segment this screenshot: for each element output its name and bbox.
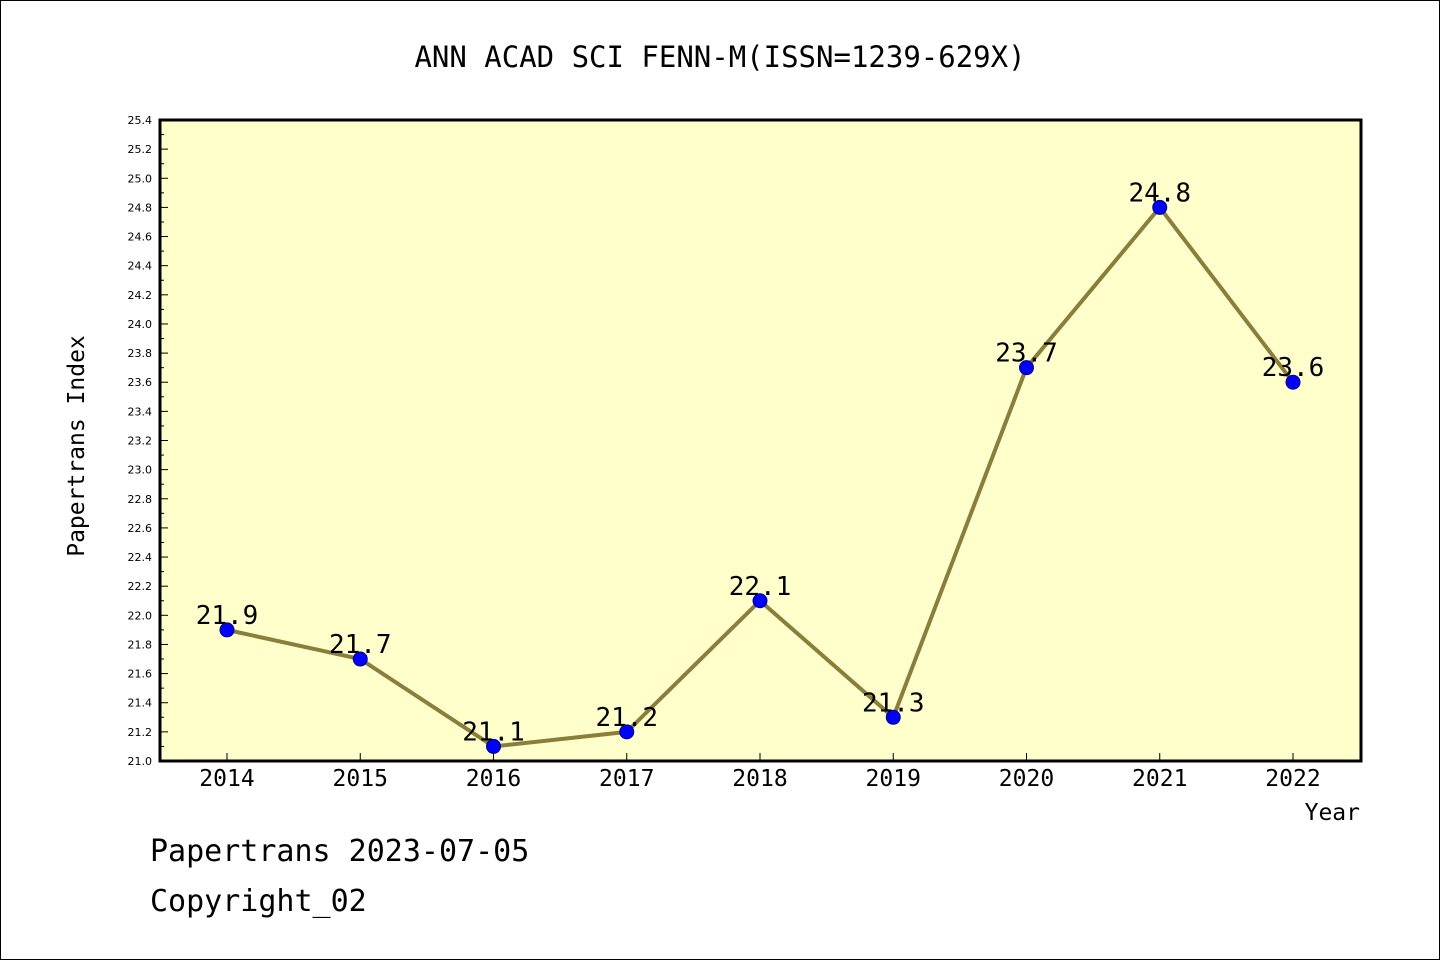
x-axis: 2014 2015 2016 2017 2018 2019 2020 2021 2022 xyxy=(199,753,1321,792)
y-axis: 21.0 21.2 21.4 21.6 21.8 22.0 22.2 22.4 22.6 22.8… xyxy=(128,114,168,768)
chart-title: ANN ACAD SCI FENN-M(ISSN=1239-629X) xyxy=(414,40,1025,74)
x-tick-label: 2019 xyxy=(866,766,921,792)
y-tick-label: 25.0 xyxy=(128,172,153,185)
y-tick-label: 24.8 xyxy=(128,201,153,214)
y-tick-label: 22.0 xyxy=(128,609,153,622)
y-tick-label: 24.6 xyxy=(128,231,153,244)
data-point xyxy=(219,622,235,638)
x-tick-label: 2021 xyxy=(1132,766,1187,792)
data-label: 21.7 xyxy=(329,630,392,660)
data-point xyxy=(885,709,901,725)
y-tick-label: 21.8 xyxy=(128,638,153,651)
data-label: 21.9 xyxy=(196,601,259,631)
plot-area xyxy=(160,120,1361,761)
data-point xyxy=(352,651,368,667)
data-label: 21.2 xyxy=(595,703,658,733)
y-tick-label: 24.2 xyxy=(128,289,153,302)
y-tick-label: 23.6 xyxy=(128,376,153,389)
data-label: 23.6 xyxy=(1262,353,1325,383)
footer-date: Papertrans 2023-07-05 xyxy=(150,834,530,869)
x-axis-label: Year xyxy=(1305,800,1360,826)
data-point xyxy=(486,738,501,754)
y-tick-label: 21.6 xyxy=(128,668,153,681)
footer-copyright: Copyright_02 xyxy=(150,884,367,919)
y-axis-label: Papertrans Index xyxy=(64,335,90,557)
data-label: 23.7 xyxy=(995,339,1058,369)
x-tick-label: 2018 xyxy=(732,766,787,792)
x-tick-label: 2017 xyxy=(599,766,654,792)
data-point xyxy=(619,724,635,740)
data-label: 22.1 xyxy=(729,572,792,602)
y-tick-label: 22.6 xyxy=(128,522,153,535)
y-tick-label: 22.4 xyxy=(128,551,153,564)
y-tick-label: 23.4 xyxy=(128,405,153,418)
y-tick-label: 25.4 xyxy=(128,114,153,127)
x-tick-label: 2016 xyxy=(466,766,521,792)
y-tick-label: 21.2 xyxy=(128,726,153,739)
y-tick-label: 22.8 xyxy=(128,493,153,506)
data-label: 21.3 xyxy=(862,688,925,718)
data-label: 24.8 xyxy=(1128,178,1191,208)
y-tick-label: 23.8 xyxy=(128,347,153,360)
data-point xyxy=(1285,374,1301,390)
y-tick-label: 24.4 xyxy=(128,260,153,273)
y-tick-label: 23.2 xyxy=(128,435,153,448)
data-point xyxy=(752,593,768,609)
data-labels: 21.9 21.7 21.1 21.2 22.1 21.3 23.7 24.8 23.6 xyxy=(196,178,1325,747)
data-point xyxy=(1152,199,1168,215)
y-tick-label: 24.0 xyxy=(128,318,153,331)
x-tick-label: 2022 xyxy=(1265,766,1320,792)
x-tick-label: 2015 xyxy=(333,766,388,792)
data-point xyxy=(1019,360,1034,376)
plot-border xyxy=(158,118,1363,763)
x-tick-label: 2014 xyxy=(199,766,254,792)
y-tick-label: 23.0 xyxy=(128,464,153,477)
y-tick-label: 21.4 xyxy=(128,697,153,710)
y-tick-label: 25.2 xyxy=(128,143,153,156)
data-label: 21.1 xyxy=(462,717,525,747)
y-tick-label: 22.2 xyxy=(128,580,153,593)
y-tick-label: 21.0 xyxy=(128,755,153,768)
x-tick-label: 2020 xyxy=(999,766,1054,792)
series-group xyxy=(219,199,1301,754)
